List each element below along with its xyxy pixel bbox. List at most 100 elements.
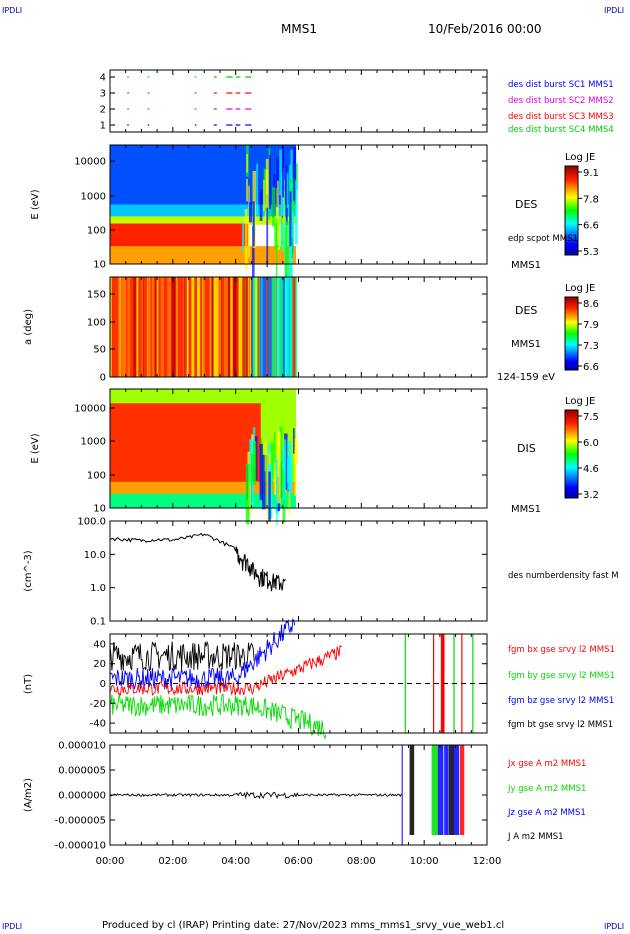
pitch-angle-stripe xyxy=(219,277,223,377)
density-y-tick-label: 1.0 xyxy=(90,583,106,594)
pitch-angle-y-tick-label: 50 xyxy=(93,345,106,356)
ion-spectrogram-stripe xyxy=(294,447,297,497)
legend-current-0: Jx gse A m2 MMS1 xyxy=(507,759,586,769)
pitch-angle-stripe xyxy=(262,277,266,377)
current-burst-block xyxy=(409,745,415,835)
pitch-angle-stripe xyxy=(271,277,274,377)
legend-field-2: fgm bz gse srvy l2 MMS1 xyxy=(508,696,614,706)
electron-energy-y-tick-label: 10000 xyxy=(74,157,106,168)
burst-y-tick-label: 1 xyxy=(100,121,106,132)
pitch-angle-sc-label: MMS1 xyxy=(511,339,541,350)
pitch-angle-stripe xyxy=(186,277,189,377)
legend-burst-mms1: des dist burst SC1 MMS1 xyxy=(508,80,614,90)
pitch-angle-stripe xyxy=(211,277,214,377)
ion-spectrogram-stripe xyxy=(245,463,250,525)
spectrogram-stripe xyxy=(246,154,248,173)
pitch-angle-stripe xyxy=(122,277,124,377)
electron-energy-ylabel: E (eV) xyxy=(30,189,41,219)
colorbar-tick-label: 6.6 xyxy=(583,221,599,232)
field-y-tick-label: 0 xyxy=(100,679,106,690)
pitch-angle-stripe xyxy=(171,277,175,377)
burst-y-tick-label: 3 xyxy=(100,89,106,100)
pitch-angle-stripe xyxy=(156,277,159,377)
colorbar xyxy=(564,409,579,499)
multi-panel-plot: 4 3 2 1 des dist burst SC1 MMS1 des dist burs… xyxy=(23,69,619,867)
field-y-tick-label: -20 xyxy=(90,699,106,710)
corner-label-top-right: IPDLI xyxy=(604,6,625,15)
pitch-angle-stripe xyxy=(136,277,139,377)
ion-energy-sc-label: MMS1 xyxy=(511,504,541,515)
pitch-angle-stripe xyxy=(133,277,138,377)
pitch-angle-stripe xyxy=(201,277,204,377)
pitch-angle-y-tick-label: 150 xyxy=(87,290,106,301)
pitch-angle-stripe xyxy=(213,277,216,377)
pitch-angle-energy-range: 124-159 eV xyxy=(497,372,555,383)
colorbar-title: Log JE xyxy=(565,283,595,294)
pitch-angle-stripe xyxy=(209,277,212,377)
colorbar-tick-label: 9.1 xyxy=(583,168,599,179)
field-y-tick-label: 20 xyxy=(93,659,106,670)
spectrogram-stripe xyxy=(263,179,265,212)
ion-spectrogram-stripe xyxy=(250,454,255,483)
legend-current-3: J A m2 MMS1 xyxy=(507,832,564,842)
current-y-tick-label: -0.000010 xyxy=(55,841,106,852)
pitch-angle-stripe xyxy=(197,277,201,377)
burst-y-tick-label: 4 xyxy=(100,73,106,84)
colorbar-tick-label: 7.3 xyxy=(583,341,599,352)
colorbar-tick-label: 8.6 xyxy=(583,299,599,310)
spectrogram-stripe xyxy=(259,189,263,222)
pitch-angle-stripe xyxy=(238,277,241,377)
bz-series-line xyxy=(109,617,296,690)
pitch-angle-stripe xyxy=(191,277,194,377)
pitch-angle-stripe xyxy=(153,277,158,377)
pitch-angle-stripe xyxy=(288,277,292,377)
density-y-tick-label: 10.0 xyxy=(84,550,106,561)
current-burst-block xyxy=(448,745,455,835)
ion-spectrogram-stripe xyxy=(259,443,263,500)
current-y-tick-label: 0.000005 xyxy=(58,766,106,777)
pitch-angle-stripe xyxy=(257,277,261,377)
pitch-angle-label: DES xyxy=(515,304,537,317)
ion-spectrogram-stripe xyxy=(283,439,287,500)
ion-spectrogram-stripe xyxy=(287,440,292,491)
x-tick-label: 00:00 xyxy=(96,856,125,867)
pitch-angle-stripe xyxy=(266,277,270,377)
density-y-tick-label: 100.0 xyxy=(77,517,106,528)
pitch-angle-stripe xyxy=(151,277,155,377)
pitch-angle-stripe xyxy=(167,277,171,377)
ion-spectrogram-stripe xyxy=(253,441,257,485)
spectrogram-stripe xyxy=(265,158,269,208)
legend-field-3: fgm bt gse srvy l2 MMS1 xyxy=(508,720,613,730)
field-y-tick-label: 40 xyxy=(93,639,106,650)
legend-burst-mms4: des dist burst SC4 MMS4 xyxy=(508,125,614,135)
pitch-angle-stripe xyxy=(253,277,258,377)
ion-energy-y-tick-label: 100 xyxy=(87,471,106,482)
spectrogram-stripe xyxy=(277,180,279,245)
burst-panel-frame xyxy=(109,69,488,133)
legend-field-1: fgm by gse srvy l2 MMS1 xyxy=(508,671,615,681)
pitch-angle-y-tick-label: 0 xyxy=(100,373,106,384)
pitch-angle-stripe xyxy=(276,277,280,377)
field-y-tick-label: -40 xyxy=(90,719,106,730)
pitch-angle-stripe xyxy=(295,277,297,377)
pitch-angle-stripe xyxy=(245,277,248,377)
density-frame xyxy=(109,520,488,622)
spectrogram-stripe xyxy=(279,149,283,196)
current-ylabel: (A/m2) xyxy=(23,778,34,812)
pitch-angle-stripe xyxy=(253,277,256,377)
spectrogram-core-band xyxy=(110,223,249,248)
spectrogram-stripe xyxy=(295,180,298,245)
ion-energy-y-tick-label: 10000 xyxy=(74,404,106,415)
current-series-line xyxy=(109,791,402,800)
pitch-angle-stripe xyxy=(230,277,233,377)
current-y-tick-label: -0.000005 xyxy=(55,816,106,827)
current-burst-block xyxy=(437,745,444,835)
current-y-tick-label: 0.000010 xyxy=(58,741,106,752)
pitch-angle-stripe xyxy=(286,277,290,377)
ion-spectrogram-stripe xyxy=(265,454,267,493)
ion-spectrogram-stripe xyxy=(279,426,283,498)
density-ylabel: (cm^-3) xyxy=(23,550,34,591)
spectrogram-stripe xyxy=(280,219,283,246)
colorbar-tick-label: 3.2 xyxy=(583,490,599,501)
pitch-angle-stripe xyxy=(122,277,126,377)
